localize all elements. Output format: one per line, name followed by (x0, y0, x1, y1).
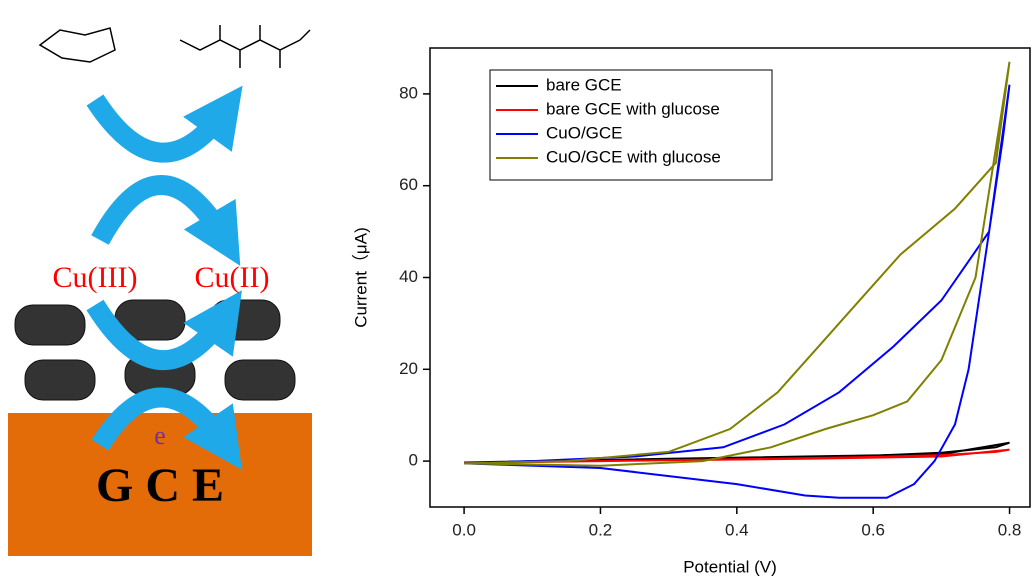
electron-label: e (154, 421, 166, 450)
electrode (8, 413, 312, 556)
y-axis-label: Current（μA) (351, 227, 370, 327)
x-tick-label: 0.6 (861, 520, 885, 539)
y-tick-label: 0 (409, 451, 418, 470)
x-tick-label: 0.2 (589, 520, 613, 539)
series-line (464, 84, 1011, 499)
chart: 0.0 0.2 0.4 0.6 0.8 0 20 40 60 80 Potential (V) Cur… (351, 47, 1031, 576)
x-tick-label: 0.8 (998, 520, 1022, 539)
legend-label: bare GCE with glucose (546, 99, 720, 118)
electrode-label: G C E (96, 459, 224, 512)
legend-label: CuO/GCE (546, 123, 623, 142)
series-line (464, 61, 1011, 467)
legend-label: CuO/GCE with glucose (546, 147, 721, 166)
gluconic-acid-structure (179, 25, 311, 68)
y-tick-label: 60 (399, 175, 418, 194)
legend-box (489, 69, 773, 181)
glucose-structure (38, 27, 116, 63)
schematic: Cu(III) Cu(II) e G C E (8, 25, 312, 556)
legend-label: bare GCE (546, 75, 622, 94)
y-tick-label: 40 (399, 267, 418, 286)
y-tick-label: 80 (399, 83, 418, 102)
x-tick-label: 0.0 (452, 520, 476, 539)
x-axis-label: Potential (V) (683, 557, 777, 576)
x-tick-label: 0.4 (725, 520, 749, 539)
cycle-arrows (86, 85, 243, 470)
cu2-label: Cu(II) (195, 261, 270, 294)
y-tick-label: 20 (399, 359, 418, 378)
cu3-label: Cu(III) (53, 261, 138, 294)
